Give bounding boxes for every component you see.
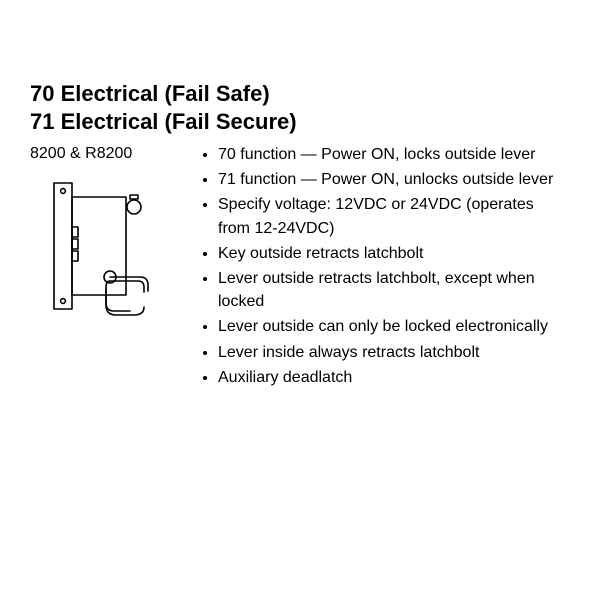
page: 70 Electrical (Fail Safe) 71 Electrical … bbox=[0, 0, 600, 600]
list-item: Lever outside retracts latchbolt, except… bbox=[218, 267, 570, 313]
title-line-2: 71 Electrical (Fail Secure) bbox=[30, 109, 297, 134]
model-label: 8200 & R8200 bbox=[30, 145, 190, 163]
section-title: 70 Electrical (Fail Safe) 71 Electrical … bbox=[30, 80, 570, 135]
list-item: Auxiliary deadlatch bbox=[218, 366, 570, 389]
list-item: 70 function — Power ON, locks outside le… bbox=[218, 143, 570, 166]
feature-list: 70 function — Power ON, locks outside le… bbox=[200, 143, 570, 389]
list-item: Lever inside always retracts latchbolt bbox=[218, 341, 570, 364]
left-column: 8200 & R8200 bbox=[30, 143, 190, 362]
list-item: 71 function — Power ON, unlocks outside … bbox=[218, 168, 570, 191]
list-item: Specify voltage: 12VDC or 24VDC (operate… bbox=[218, 193, 570, 239]
title-line-1: 70 Electrical (Fail Safe) bbox=[30, 81, 270, 106]
lock-diagram bbox=[44, 177, 190, 362]
lock-diagram-svg bbox=[44, 177, 154, 357]
list-item: Key outside retracts latchbolt bbox=[218, 242, 570, 265]
right-column: 70 function — Power ON, locks outside le… bbox=[190, 143, 570, 391]
content-row: 8200 & R8200 bbox=[30, 143, 570, 391]
list-item: Lever outside can only be locked electro… bbox=[218, 315, 570, 338]
